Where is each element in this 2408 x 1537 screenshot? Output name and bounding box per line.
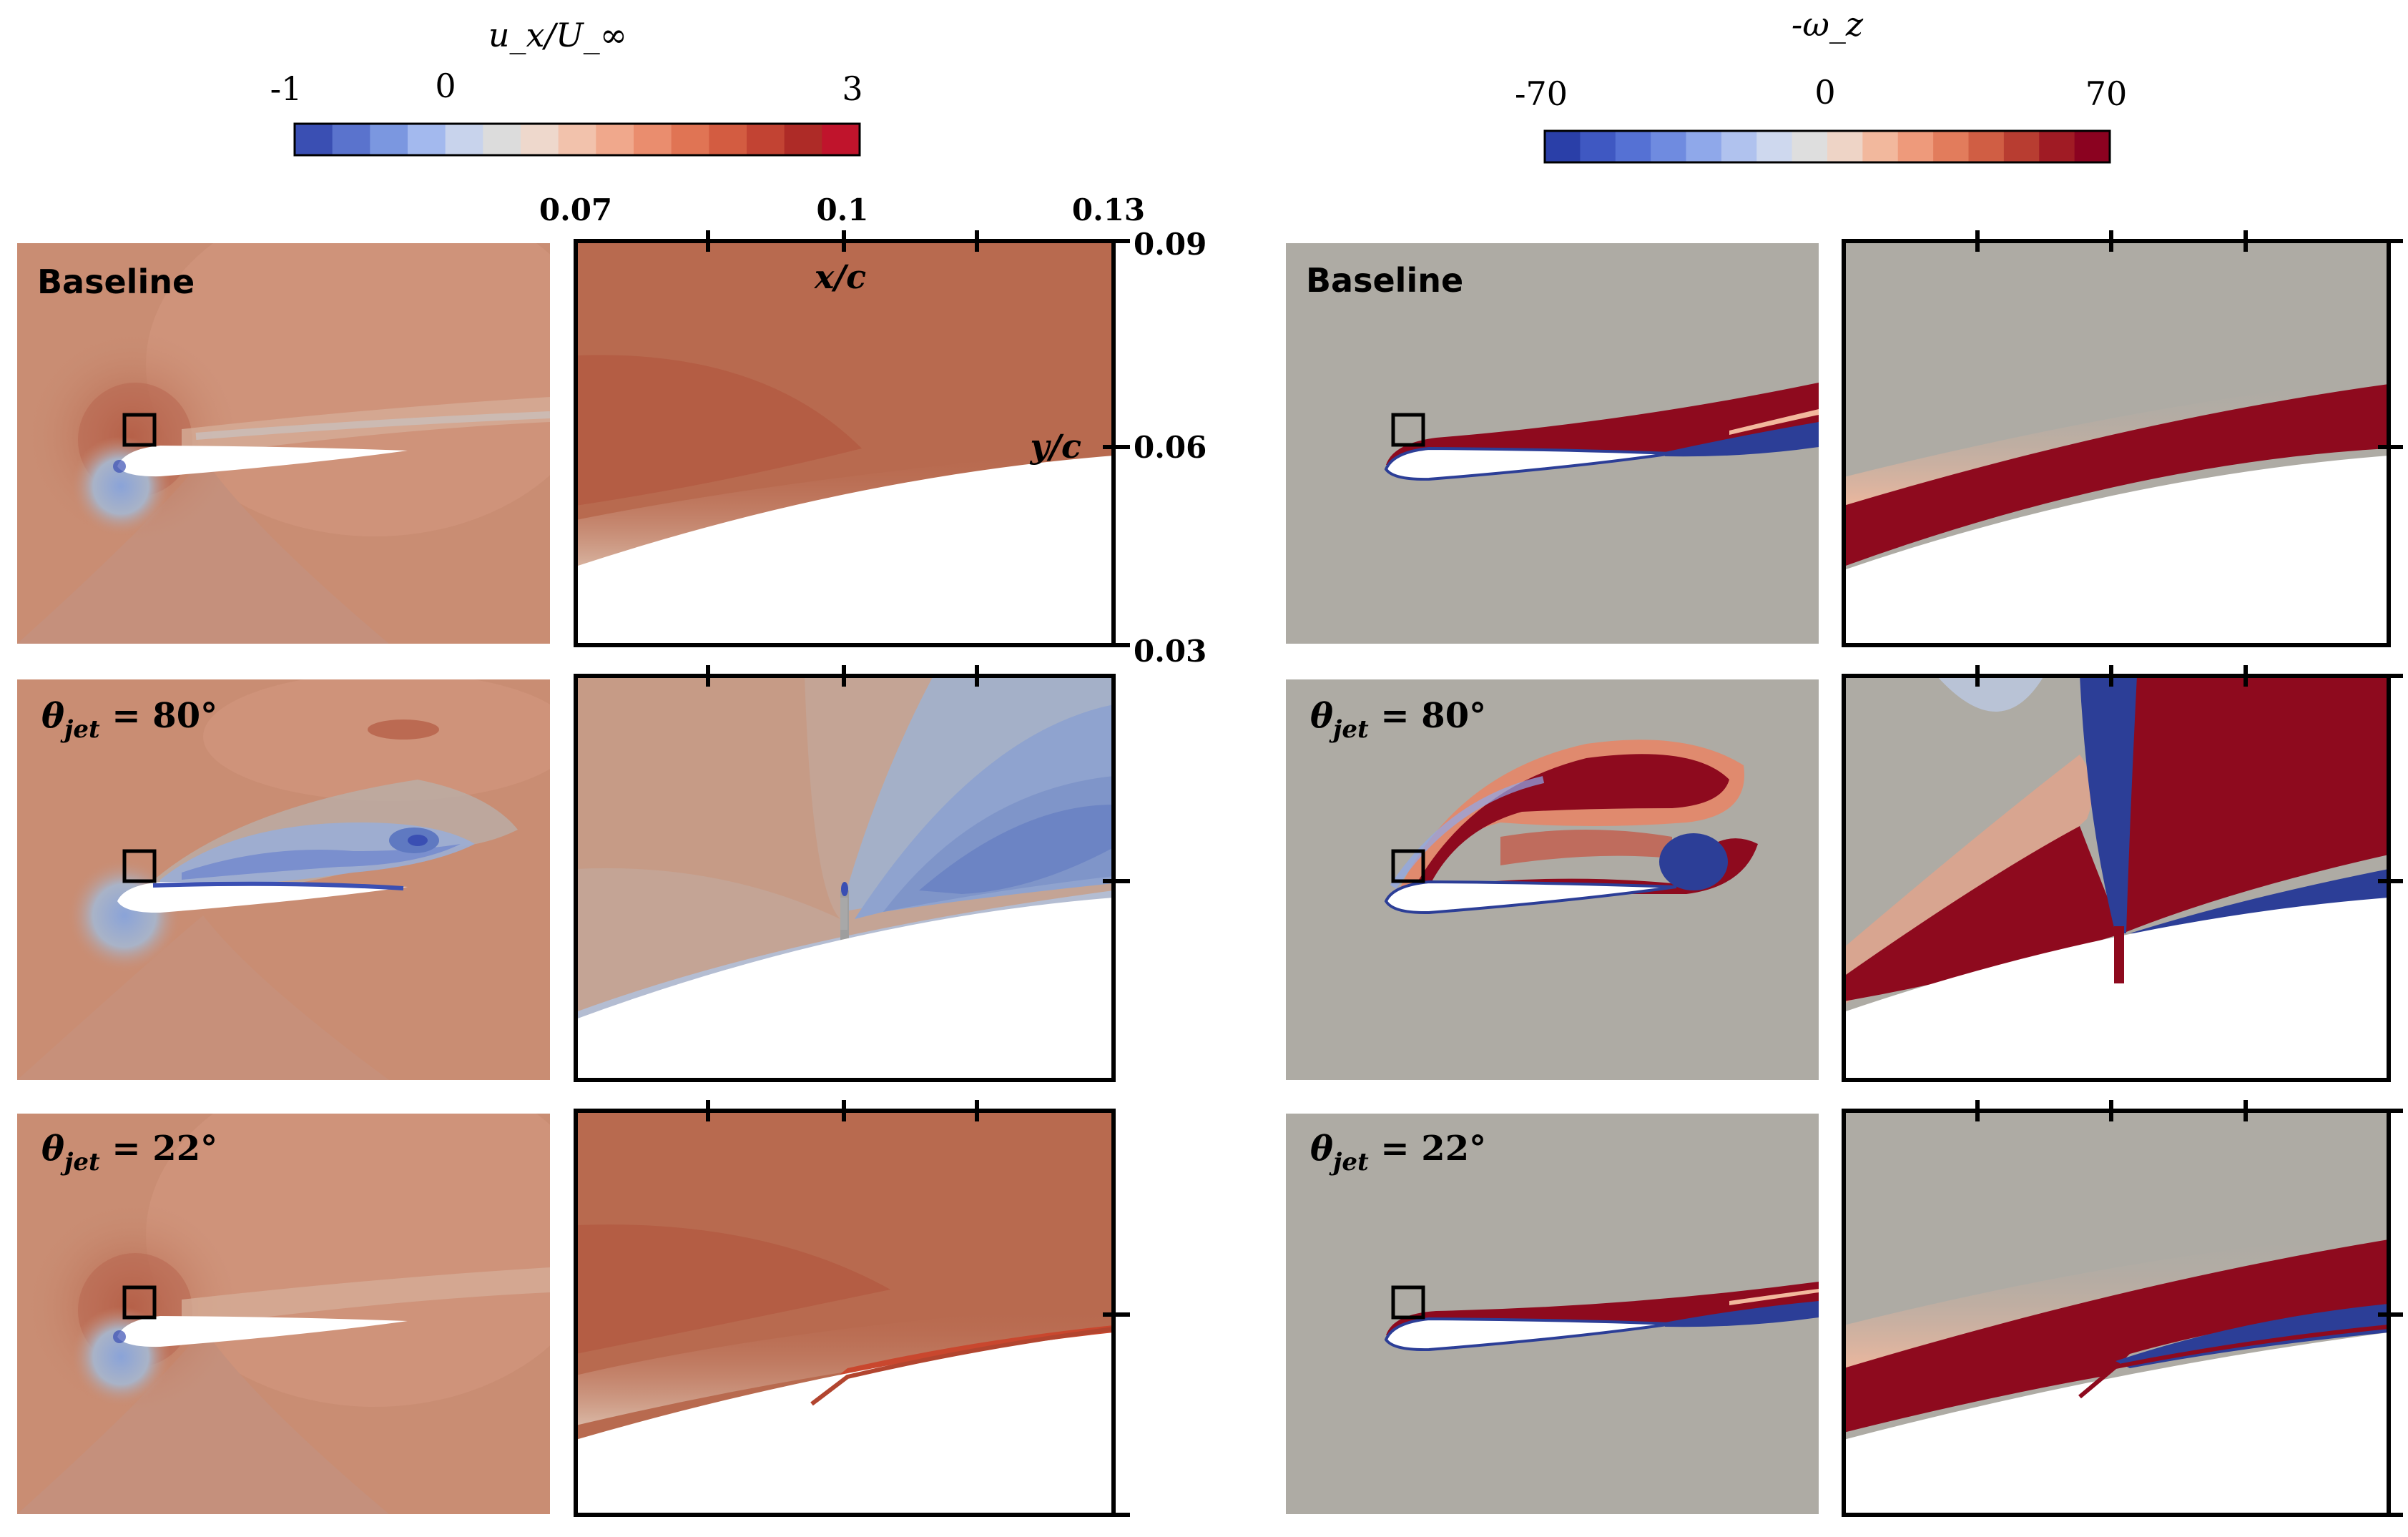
panel-vort-theta80-overview: θjet = 80° [1286, 679, 1819, 1080]
colorbar-vorticity: -ω_z -70 0 70 [1515, 5, 2128, 164]
colorbar-vort-cell [1580, 131, 1616, 162]
row-label-baseline: Baseline [37, 262, 195, 301]
colorbar-ux-cell [332, 124, 370, 155]
zoom-axis-ticks [706, 1100, 1130, 1517]
colorbar-vort-cell [1615, 131, 1651, 162]
colorbar-vort-cell [1651, 131, 1687, 162]
colorbar-vort-cell [1862, 131, 1899, 162]
colorbar-ux-cell [822, 124, 860, 155]
zoom-region-marker [122, 413, 157, 447]
colorbar-ux-cell [408, 124, 446, 155]
colorbar-vort-cell [1545, 131, 1581, 162]
colorbar-ux-tick-max: 3 [842, 69, 863, 108]
zoom-axis-ticks [1975, 230, 2403, 449]
colorbar-ux-cell [483, 124, 521, 155]
panel-vort-theta80-zoom [1842, 665, 2403, 1082]
panel-vort-theta22-overview: θjet = 22° [1286, 1114, 1819, 1514]
panel-vort-baseline-zoom [1842, 230, 2403, 647]
zoom-axis-ticks [706, 230, 1130, 647]
colorbar-ux: u_x/U_∞ -1 0 3 [270, 16, 863, 157]
panel-ux-baseline-overview: Baseline [17, 243, 550, 644]
colorbar-ux-tick-min: -1 [270, 69, 303, 108]
row-label-theta80: θjet = 80° [41, 696, 217, 744]
colorbar-vort-cell [2039, 131, 2075, 162]
zoom-region-marker [122, 1285, 157, 1320]
colorbar-vort-cell [1827, 131, 1863, 162]
colorbar-ux-title: u_x/U_∞ [488, 16, 627, 54]
row-label-baseline-vort: Baseline [1306, 261, 1463, 300]
colorbar-vort-frame [1543, 129, 2111, 164]
colorbar-ux-cell [671, 124, 709, 155]
x-tick-label-0.1: 0.1 [816, 192, 868, 227]
y-axis-label: y/c [1029, 427, 1081, 466]
panel-ux-theta22-zoom [574, 1100, 1130, 1517]
panel-ux-baseline-zoom: x/c y/c [574, 230, 1130, 647]
colorbar-ux-frame [293, 122, 861, 157]
zoom-axis-ticks [1975, 665, 2403, 883]
zoom-axis-ticks [706, 665, 1130, 883]
panel-ux-theta22-overview: θjet = 22° [17, 1114, 550, 1514]
zoom-axes-frame [1842, 674, 2391, 1082]
colorbar-vort-cell [2003, 131, 2040, 162]
zoom-axis-labels: 0.07 0.1 0.13 0.09 0.06 0.03 [539, 192, 1207, 669]
colorbar-ux-cell [370, 124, 408, 155]
row-label-theta80-vort: θjet = 80° [1310, 696, 1486, 744]
colorbar-vort-cell [2074, 131, 2110, 162]
zoom-region-marker [1391, 413, 1425, 447]
colorbar-ux-cell [558, 124, 596, 155]
colorbar-vort-tick-min: -70 [1515, 74, 1568, 113]
zoom-axes-frame [1842, 239, 2391, 647]
colorbar-vort-cell [1686, 131, 1722, 162]
row-label-theta22-vort: θjet = 22° [1310, 1129, 1486, 1177]
colorbar-ux-cell [784, 124, 822, 155]
row-label-theta22: θjet = 22° [41, 1129, 217, 1177]
colorbar-ux-tick-zero: 0 [435, 67, 456, 105]
colorbar-ux-gradient [295, 124, 860, 155]
panel-vort-theta22-zoom [1842, 1100, 2403, 1517]
colorbar-vort-tick-zero: 0 [1814, 73, 1835, 112]
colorbar-vort-tick-max: 70 [2085, 74, 2128, 113]
panel-ux-theta80-zoom [574, 665, 1130, 1082]
colorbar-ux-cell [747, 124, 785, 155]
y-tick-label-0.03: 0.03 [1134, 634, 1207, 669]
colorbar-vort-cell [1933, 131, 1970, 162]
zoom-region-marker [1391, 849, 1425, 883]
panel-vort-baseline-overview: Baseline [1286, 243, 1819, 644]
zoom-region-marker [122, 849, 157, 883]
panel-ux-theta80-overview: θjet = 80° [17, 679, 550, 1080]
x-axis-label: x/c [814, 257, 866, 296]
colorbar-ux-cell [596, 124, 634, 155]
colorbar-ux-cell [295, 124, 333, 155]
colorbar-vort-cell [1968, 131, 2005, 162]
zoom-region-marker [1391, 1285, 1425, 1320]
colorbar-ux-cell [521, 124, 559, 155]
y-tick-label-0.06: 0.06 [1134, 430, 1207, 465]
zoom-axis-ticks [1975, 1100, 2403, 1517]
y-tick-label-0.09: 0.09 [1134, 227, 1207, 262]
colorbar-vort-cell [1897, 131, 1934, 162]
x-tick-label-0.13: 0.13 [1072, 192, 1145, 227]
colorbar-vort-cell [1721, 131, 1757, 162]
colorbar-vort-cell [1792, 131, 1828, 162]
colorbar-ux-cell [709, 124, 747, 155]
colorbar-vort-gradient [1545, 131, 2110, 162]
colorbar-vort-cell [1756, 131, 1793, 162]
colorbar-vort-title: -ω_z [1792, 5, 1864, 44]
colorbar-ux-cell [634, 124, 672, 155]
x-tick-label-0.07: 0.07 [539, 192, 612, 227]
colorbar-ux-cell [445, 124, 483, 155]
